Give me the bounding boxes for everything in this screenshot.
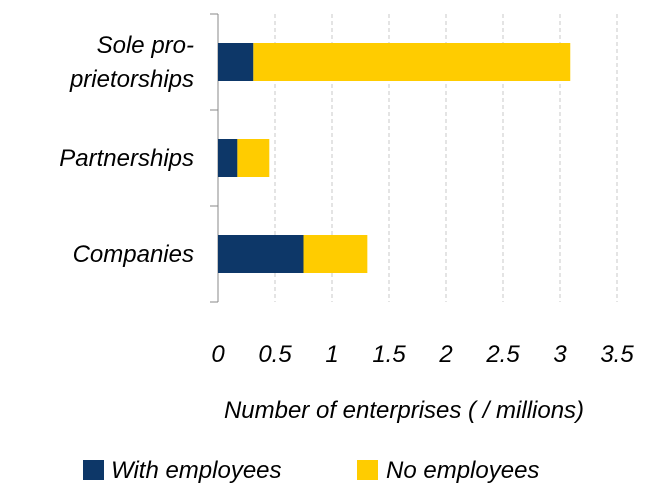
category-labels: Sole pro-prietorships Partnerships Compani… <box>59 32 194 268</box>
legend-label: No employees <box>386 457 539 483</box>
x-tick-label: 0 <box>211 341 225 368</box>
legend-label: With employees <box>111 457 282 483</box>
x-axis-title: Number of enterprises ( / millions) <box>224 397 584 424</box>
bar-no-employees-0 <box>253 43 571 81</box>
bar-with-employees-1 <box>218 139 238 177</box>
bar-with-employees-0 <box>218 43 254 81</box>
category-label: Companies <box>73 241 194 268</box>
x-tick-labels: 0 0.5 1 1.5 2 2.5 3 3.5 <box>211 341 634 368</box>
bars <box>218 43 571 273</box>
y-axis-ticks <box>210 13 218 303</box>
x-tick-label: 1 <box>325 341 338 368</box>
bar-with-employees-2 <box>218 235 304 273</box>
legend-swatch <box>357 460 378 480</box>
x-tick-label: 2 <box>438 341 452 368</box>
bar-no-employees-1 <box>237 139 270 177</box>
category-label: Partnerships <box>59 145 194 172</box>
bar-no-employees-2 <box>303 235 368 273</box>
x-tick-label: 0.5 <box>258 341 292 368</box>
legend: With employees No employees <box>83 457 539 483</box>
x-tick-label: 2.5 <box>485 341 520 368</box>
legend-swatch <box>83 460 104 480</box>
x-tick-label: 1.5 <box>372 341 406 368</box>
x-tick-label: 3.5 <box>600 341 634 368</box>
category-label: Sole pro-prietorships <box>69 32 194 93</box>
x-tick-label: 3 <box>553 341 567 368</box>
